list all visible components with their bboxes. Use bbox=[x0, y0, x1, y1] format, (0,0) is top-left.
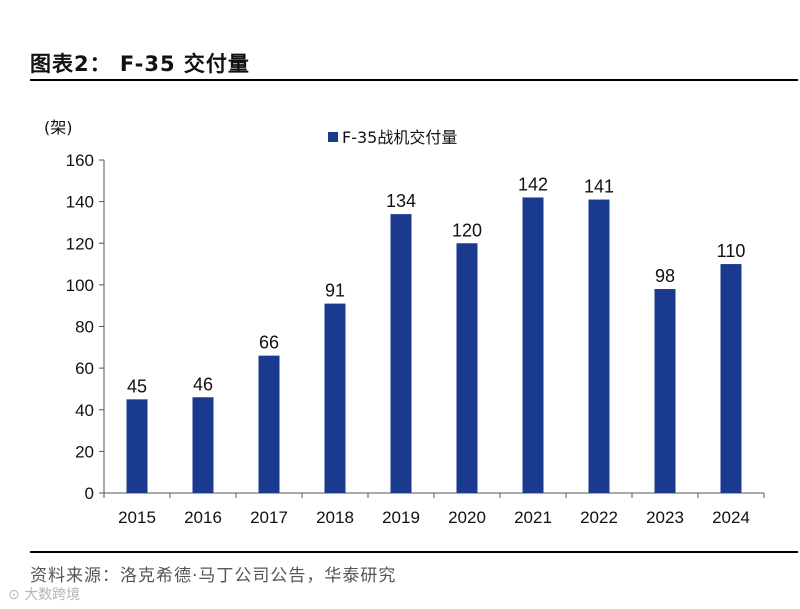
data-label-2021: 142 bbox=[518, 174, 548, 194]
data-label-2019: 134 bbox=[386, 191, 416, 211]
bar-2024 bbox=[720, 264, 742, 493]
y-tick-label: 160 bbox=[66, 151, 94, 170]
y-tick-label: 20 bbox=[75, 442, 94, 461]
x-tick-label-2018: 2018 bbox=[316, 508, 354, 527]
y-tick-label: 100 bbox=[66, 276, 94, 295]
x-tick-label-2019: 2019 bbox=[382, 508, 420, 527]
watermark: ⊙ 大数跨境 bbox=[8, 584, 80, 604]
bar-2020 bbox=[456, 243, 478, 493]
bar-2021 bbox=[522, 197, 544, 493]
data-label-2023: 98 bbox=[655, 266, 675, 286]
figure-title: 图表2： F-35 交付量 bbox=[30, 52, 250, 76]
x-tick-label-2017: 2017 bbox=[250, 508, 288, 527]
data-label-2022: 141 bbox=[584, 177, 614, 197]
bar-2018 bbox=[324, 303, 346, 493]
bar-2015 bbox=[126, 399, 148, 493]
bar-2023 bbox=[654, 289, 676, 493]
bar-2019 bbox=[390, 214, 412, 494]
source-note: 资料来源：洛克希德·马丁公司公告，华泰研究 bbox=[30, 566, 397, 586]
x-tick-label-2023: 2023 bbox=[646, 508, 684, 527]
y-tick-label: 80 bbox=[75, 318, 94, 337]
y-tick-label: 120 bbox=[66, 234, 94, 253]
legend-swatch bbox=[328, 132, 338, 142]
y-tick-label: 60 bbox=[75, 359, 94, 378]
x-tick-label-2024: 2024 bbox=[712, 508, 750, 527]
y-tick-label: 140 bbox=[66, 193, 94, 212]
data-label-2024: 110 bbox=[717, 241, 746, 261]
watermark-logo-icon: ⊙ bbox=[8, 587, 25, 603]
x-tick-label-2021: 2021 bbox=[514, 508, 552, 527]
bar-2017 bbox=[258, 355, 280, 493]
x-tick-label-2022: 2022 bbox=[580, 508, 618, 527]
title-divider bbox=[30, 79, 798, 81]
legend-label: F-35战机交付量 bbox=[342, 128, 457, 147]
data-label-2020: 120 bbox=[452, 220, 482, 240]
data-label-2017: 66 bbox=[259, 333, 279, 353]
watermark-text: 大数跨境 bbox=[24, 587, 81, 603]
x-tick-label-2016: 2016 bbox=[184, 508, 222, 527]
data-label-2016: 46 bbox=[193, 374, 213, 394]
y-tick-label: 0 bbox=[85, 484, 94, 503]
bar-2016 bbox=[192, 397, 214, 493]
y-tick-label: 40 bbox=[75, 401, 94, 420]
x-tick-label-2015: 2015 bbox=[118, 508, 156, 527]
bar-2022 bbox=[588, 199, 610, 493]
x-tick-label-2020: 2020 bbox=[448, 508, 486, 527]
data-label-2018: 91 bbox=[325, 281, 345, 301]
y-unit-label: (架) bbox=[44, 118, 73, 137]
footer-divider bbox=[30, 551, 798, 553]
data-label-2015: 45 bbox=[127, 376, 147, 396]
